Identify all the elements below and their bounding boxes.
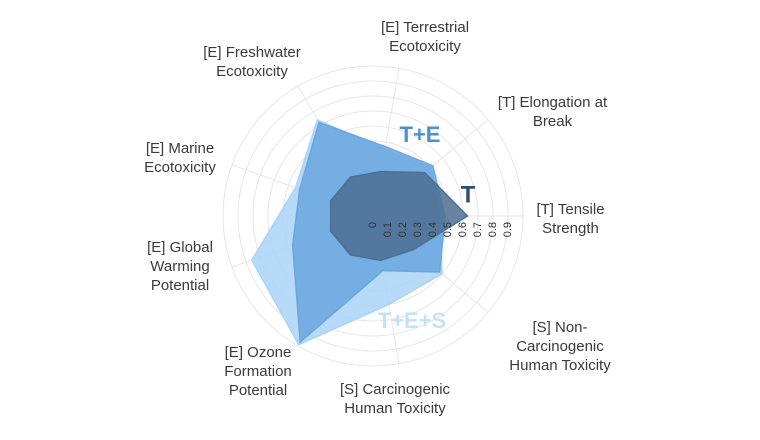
r-tick-label: 0.3	[412, 222, 424, 237]
axis-label: [T] Elongation at Break	[497, 94, 608, 130]
series-label: T	[461, 181, 476, 208]
axis-label: [S] Carcinogenic Human Toxicity	[339, 381, 451, 417]
r-tick-label: 0.4	[427, 222, 439, 237]
axis-label: [T] Tensile Strength	[536, 201, 605, 237]
r-tick-label: 0.2	[397, 222, 409, 237]
axis-label: [E] Marine Ecotoxicity	[144, 140, 216, 176]
r-tick-label: 0.5	[442, 222, 454, 237]
series-area	[329, 170, 469, 262]
r-tick-label: 0.8	[487, 222, 499, 237]
r-tick-label: 0.7	[472, 222, 484, 237]
r-tick-label: 0.6	[457, 222, 469, 237]
axis-label: [S] Non-Carcinogenic Human Toxicity	[509, 319, 611, 374]
r-tick-label: 0.1	[382, 222, 394, 237]
r-tick-label: 0	[367, 222, 379, 228]
series-label: T+E+S	[378, 308, 446, 333]
axis-label: [E] Global Warming Potential	[147, 239, 213, 294]
r-tick-label: 0.9	[502, 222, 514, 237]
axis-label: [E] Terrestrial Ecotoxicity	[380, 19, 470, 55]
series-label: T+E	[400, 122, 441, 147]
axis-label: [E] Freshwater Ecotoxicity	[203, 44, 301, 80]
axis-label: [E] Ozone Formation Potential	[224, 344, 292, 399]
